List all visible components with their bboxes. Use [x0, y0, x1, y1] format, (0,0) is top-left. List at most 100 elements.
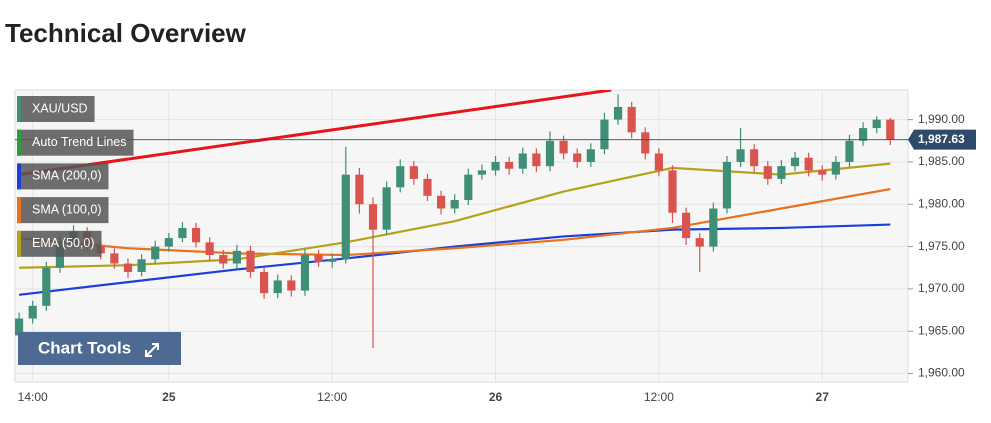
candle-body — [232, 250, 241, 264]
candle-body — [110, 253, 119, 264]
candle-body — [300, 255, 310, 291]
candle-body — [831, 161, 840, 175]
legend-label: XAU/USD — [32, 101, 88, 115]
candle-body — [586, 149, 595, 162]
legend-box — [17, 96, 95, 122]
candle-body — [722, 161, 732, 209]
legend-box — [17, 163, 109, 190]
legend-label: SMA (200,0) — [32, 169, 101, 183]
candle-body — [178, 227, 187, 239]
legend-swatch — [17, 129, 21, 156]
candle-body — [409, 166, 418, 179]
candle-body — [423, 178, 432, 196]
candle-body — [682, 212, 691, 239]
x-tick-label: 12:00 — [317, 390, 347, 404]
candle-body — [505, 161, 514, 169]
indicator-line — [19, 162, 891, 269]
candle-body — [518, 153, 527, 169]
y-tick-label: 1,985.00 — [918, 154, 965, 168]
candle-body — [151, 246, 160, 260]
candle-body — [668, 170, 677, 213]
legend-swatch — [17, 163, 21, 190]
candle-body — [205, 242, 214, 256]
candle-body — [137, 259, 146, 272]
candle-body — [28, 305, 37, 319]
y-tick-label: 1,965.00 — [918, 323, 965, 337]
legend-swatch — [17, 197, 21, 224]
candle-body — [477, 170, 487, 175]
y-tick-label: 1,975.00 — [918, 239, 965, 253]
candle-body — [532, 153, 541, 167]
candle-body — [191, 227, 201, 243]
candle-body — [654, 153, 663, 171]
y-tick-label: 1,990.00 — [918, 112, 965, 126]
candle-body — [559, 140, 568, 154]
indicator-line — [18, 187, 891, 257]
candle-body — [436, 195, 446, 209]
candle-body — [804, 157, 813, 171]
candle-body — [491, 161, 500, 171]
legend-label: Auto Trend Lines — [32, 135, 127, 149]
candle-body — [464, 174, 473, 201]
candle-body — [450, 200, 459, 209]
candle-body — [627, 106, 636, 133]
candle-body — [396, 166, 405, 188]
candle-body — [641, 132, 650, 154]
candle-body — [573, 153, 582, 162]
candle-body — [260, 271, 269, 294]
y-tick-label: 1,980.00 — [918, 196, 965, 210]
candle-body — [219, 255, 228, 264]
candle-body — [736, 149, 745, 162]
candle-body — [600, 119, 609, 150]
candle-body — [818, 170, 827, 175]
candle-body — [872, 119, 881, 129]
legend-box — [17, 129, 134, 156]
candle-body — [164, 238, 173, 247]
candle-body — [273, 280, 282, 294]
candle-body — [328, 259, 337, 262]
candle-body — [314, 255, 323, 262]
last-price-tag — [908, 129, 976, 150]
candle-body — [42, 267, 51, 306]
x-tick-label: 26 — [489, 390, 503, 404]
candle-body — [695, 238, 704, 247]
candle-body — [545, 140, 555, 167]
candle-body — [123, 263, 133, 272]
legend-box — [17, 197, 109, 224]
legend-box — [17, 230, 102, 257]
y-tick-label: 1,970.00 — [918, 281, 965, 295]
candle-body — [886, 119, 895, 140]
legend-swatch — [17, 96, 21, 122]
candle-body — [777, 166, 786, 179]
chart-tools-button[interactable]: Chart Tools — [18, 332, 181, 365]
legend-label: EMA (50,0) — [32, 236, 95, 250]
y-tick-label: 1,960.00 — [918, 366, 965, 380]
candle-body — [763, 166, 772, 179]
candle-body — [15, 318, 24, 336]
page-title: Technical Overview — [5, 18, 247, 48]
x-tick-label: 12:00 — [644, 390, 674, 404]
last-price-label: 1,987.63 — [918, 132, 965, 146]
candle-body — [750, 149, 759, 167]
candle-body — [246, 250, 255, 272]
legend-swatch — [17, 230, 21, 257]
indicator-line — [18, 90, 612, 177]
button-label[interactable]: Chart Tools — [38, 338, 131, 357]
candle-body — [382, 187, 391, 230]
candle-body — [287, 280, 296, 291]
candle-body — [790, 157, 800, 167]
x-tick-label: 14:00 — [18, 390, 48, 404]
candle-body — [858, 128, 868, 141]
candle-body — [709, 208, 718, 247]
candle-body — [341, 174, 350, 260]
x-tick-label: 25 — [162, 390, 176, 404]
expand-icon[interactable] — [145, 343, 159, 357]
candle-body — [355, 174, 364, 205]
legend-label: SMA (100,0) — [32, 202, 101, 216]
candle-body — [368, 204, 378, 230]
candle-body — [613, 106, 623, 120]
candle-body — [845, 140, 854, 162]
x-tick-label: 27 — [816, 390, 830, 404]
indicator-line — [18, 223, 891, 296]
